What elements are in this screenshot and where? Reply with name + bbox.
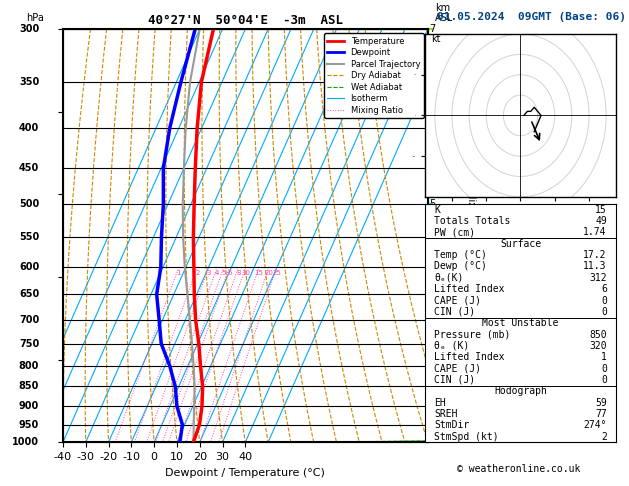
Text: Lifted Index: Lifted Index [434,352,504,362]
Text: 4: 4 [215,270,220,277]
Text: 274°: 274° [583,420,607,430]
Text: SREH: SREH [434,409,458,419]
Text: 750: 750 [19,339,39,348]
Text: Dewp (°C): Dewp (°C) [434,261,487,272]
Text: θₑ (K): θₑ (K) [434,341,469,351]
Text: Most Unstable: Most Unstable [482,318,559,328]
Text: 1000: 1000 [12,437,39,447]
Text: CIN (J): CIN (J) [434,307,476,317]
Text: 0: 0 [601,375,607,385]
Text: 15: 15 [595,205,607,215]
Text: LCL: LCL [430,416,447,426]
Text: EH: EH [434,398,446,408]
X-axis label: Dewpoint / Temperature (°C): Dewpoint / Temperature (°C) [165,468,325,478]
Text: © weatheronline.co.uk: © weatheronline.co.uk [457,464,581,474]
Text: PW (cm): PW (cm) [434,227,476,238]
Text: Mixing Ratio (g/kg): Mixing Ratio (g/kg) [467,190,477,282]
Text: 550: 550 [19,232,39,242]
Text: Pressure (mb): Pressure (mb) [434,330,511,340]
Text: 5: 5 [222,270,226,277]
Text: Hodograph: Hodograph [494,386,547,396]
Text: 1: 1 [177,270,181,277]
Text: 320: 320 [589,341,607,351]
Text: 0: 0 [601,364,607,374]
Text: CAPE (J): CAPE (J) [434,364,481,374]
Text: 3: 3 [430,315,436,325]
Text: Temp (°C): Temp (°C) [434,250,487,260]
Text: 10: 10 [241,270,250,277]
Text: 1: 1 [601,352,607,362]
Text: hPa: hPa [26,13,44,23]
Legend: Temperature, Dewpoint, Parcel Trajectory, Dry Adiabat, Wet Adiabat, Isotherm, Mi: Temperature, Dewpoint, Parcel Trajectory… [324,34,423,118]
Title: 40°27'N  50°04'E  -3m  ASL: 40°27'N 50°04'E -3m ASL [148,14,343,27]
Text: 400: 400 [19,123,39,133]
Text: 650: 650 [19,290,39,299]
Text: 312: 312 [589,273,607,283]
Text: 20: 20 [265,270,274,277]
Text: 01.05.2024  09GMT (Base: 06): 01.05.2024 09GMT (Base: 06) [437,12,626,22]
Text: 59: 59 [595,398,607,408]
Text: 500: 500 [19,199,39,209]
Text: 8: 8 [237,270,241,277]
Text: 6: 6 [430,123,436,133]
Text: 5: 5 [430,199,436,209]
Text: 350: 350 [19,77,39,87]
Text: 600: 600 [19,262,39,272]
Text: 15: 15 [255,270,264,277]
Text: Lifted Index: Lifted Index [434,284,504,294]
Text: 6: 6 [601,284,607,294]
Text: 7: 7 [430,24,436,34]
Text: Surface: Surface [500,239,541,249]
Text: 3: 3 [206,270,211,277]
Text: 0: 0 [601,307,607,317]
Text: 2: 2 [601,432,607,442]
Text: 0: 0 [601,295,607,306]
Text: 2: 2 [430,361,436,371]
Text: 4: 4 [430,262,436,272]
Text: StmDir: StmDir [434,420,469,430]
Text: 2: 2 [195,270,199,277]
Text: km
ASL: km ASL [435,3,454,23]
Text: 77: 77 [595,409,607,419]
Text: 900: 900 [19,401,39,411]
Text: 300: 300 [19,24,39,34]
Text: 11.3: 11.3 [583,261,607,272]
Text: 450: 450 [19,163,39,174]
Text: 950: 950 [19,419,39,430]
Text: CAPE (J): CAPE (J) [434,295,481,306]
Text: CIN (J): CIN (J) [434,375,476,385]
Text: Totals Totals: Totals Totals [434,216,511,226]
Text: 17.2: 17.2 [583,250,607,260]
Text: K: K [434,205,440,215]
Text: 800: 800 [19,361,39,371]
Text: 6: 6 [227,270,231,277]
Text: 850: 850 [589,330,607,340]
Text: 850: 850 [19,382,39,392]
Text: 700: 700 [19,315,39,325]
Text: 1.74: 1.74 [583,227,607,238]
Text: kt: kt [431,34,441,44]
Text: 1: 1 [430,401,436,411]
Text: 49: 49 [595,216,607,226]
Text: θₑ(K): θₑ(K) [434,273,464,283]
Text: StmSpd (kt): StmSpd (kt) [434,432,499,442]
Text: 25: 25 [272,270,281,277]
